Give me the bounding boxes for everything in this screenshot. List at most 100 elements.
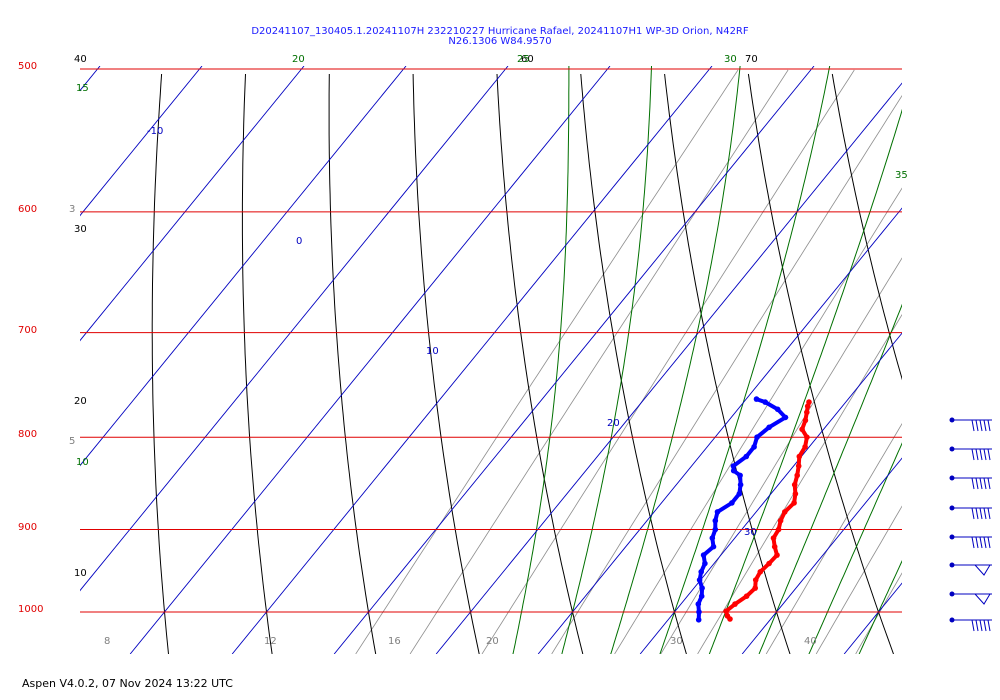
dry-adiabat-label: 20	[74, 396, 87, 407]
isotherm-line	[80, 66, 407, 467]
wind-barb-tick	[971, 619, 975, 632]
pressure-label: 900	[18, 522, 37, 533]
wind-barb-tick	[975, 448, 979, 461]
temperature-profile-point	[723, 608, 729, 614]
wind-barb-tick	[987, 419, 991, 432]
temperature-profile-point	[771, 543, 778, 550]
wind-barb-tick	[983, 507, 987, 520]
isotherm-line	[333, 66, 815, 654]
dry-adiabat-line	[747, 73, 894, 654]
dry-adiabat-label: 30	[74, 224, 87, 235]
pressure-label: 600	[18, 204, 37, 215]
dry-adiabat-line	[151, 73, 169, 654]
bottom-axis-label: 8	[104, 636, 110, 647]
moist-adiabat-line	[708, 108, 902, 654]
dewpoint-profile-point	[709, 535, 716, 541]
temperature-profile-point	[799, 426, 805, 433]
dry-adiabat-line	[328, 73, 377, 654]
temperature-profile-point	[804, 434, 810, 441]
isotherm-line	[537, 207, 902, 654]
pressure-label: 800	[18, 429, 37, 440]
dewpoint-profile-point	[737, 481, 744, 488]
mixing-ratio-line	[765, 423, 902, 654]
temperature-profile-point	[770, 535, 777, 541]
temperature-profile-point	[777, 517, 784, 524]
isotherm-line	[741, 457, 902, 654]
dewpoint-profile-point	[730, 467, 737, 474]
wind-barb	[949, 591, 992, 605]
moist-adiabat-line	[512, 66, 570, 654]
moist-adiabat-line	[561, 66, 653, 654]
footer-version-timestamp: Aspen V4.0.2, 07 Nov 2024 13:22 UTC	[22, 677, 233, 690]
wind-barb-tick	[983, 477, 987, 490]
isotherm-label: 30	[744, 527, 757, 538]
wind-barb-tick	[971, 477, 975, 490]
dry-adiabat-line	[496, 73, 584, 654]
dewpoint-profile-point	[695, 601, 702, 607]
temperature-profile-point	[804, 409, 810, 416]
isotherm-label: 20	[607, 418, 620, 429]
dewpoint-profile-point	[699, 585, 705, 591]
isotherm-line	[435, 82, 902, 654]
pressure-label: 1000	[18, 604, 43, 615]
bottom-axis-label: 12	[264, 636, 277, 647]
wind-barb	[949, 475, 992, 490]
temperature-profile-point	[794, 472, 800, 479]
temperature-profile-point	[802, 417, 809, 424]
isotherm-line	[80, 66, 101, 92]
moist-adiabat-line	[858, 560, 902, 654]
dry-adiabat-label: 10	[74, 568, 87, 579]
temperature-profile-point	[743, 593, 750, 599]
dewpoint-profile-point	[700, 552, 707, 558]
isotherm-line	[80, 66, 305, 342]
isotherm-line	[129, 66, 611, 654]
temperature-profile-point	[806, 399, 812, 405]
mixing-ratio-line	[409, 69, 789, 654]
temperature-profile-point	[774, 552, 780, 558]
mixing-ratio-line	[697, 313, 902, 654]
wind-barb-tick	[971, 419, 975, 432]
dry-adiabat-line	[412, 73, 480, 654]
bottom-axis-label: 16	[388, 636, 401, 647]
dry-adiabat-line	[916, 74, 1000, 654]
temperature-profile-point	[752, 577, 759, 583]
mixing-ratio-line	[355, 69, 739, 654]
wind-barb-tick	[975, 419, 979, 432]
dry-adiabat-line	[580, 73, 687, 654]
wind-barb-tick	[975, 536, 979, 549]
dewpoint-profile-point	[736, 491, 743, 497]
dewpoint-profile-point	[710, 543, 717, 550]
mixing-ratio-line	[815, 505, 902, 654]
mixing-ratio-label: 3	[69, 204, 75, 215]
wind-barb-tick	[979, 507, 983, 520]
dewpoint-profile-point	[730, 463, 737, 469]
moist-adiabat-line	[610, 66, 741, 654]
dewpoint-profile-point	[698, 593, 705, 599]
dewpoint-profile-point	[702, 560, 708, 567]
temperature-profile-point	[791, 500, 797, 506]
wind-barb-tick	[987, 536, 991, 549]
isotherm-label: 0	[296, 236, 302, 247]
wind-barb-tick	[983, 619, 987, 632]
temperature-profile-point	[724, 613, 731, 619]
wind-barb-tick	[979, 448, 983, 461]
wind-barb	[949, 446, 992, 461]
moist-adiabat-label: 15	[76, 83, 89, 94]
temperature-profile-point	[757, 569, 764, 575]
pressure-label: 700	[18, 325, 37, 336]
mixing-ratio-line	[551, 94, 902, 654]
temperature-profile-point	[732, 601, 738, 607]
wind-barb-pennant	[973, 593, 991, 605]
dewpoint-profile-point	[698, 569, 704, 575]
wind-barb-tick	[975, 477, 979, 490]
dry-adiabat-line	[241, 73, 273, 654]
wind-barb	[949, 417, 992, 432]
chart-title: D20241107_130405.1.20241107H 232210227 H…	[251, 26, 749, 37]
wind-barb-tick	[971, 536, 975, 549]
dewpoint-profile-point	[762, 399, 768, 405]
dewpoint-profile-point	[712, 526, 719, 533]
dry-adiabat-line	[664, 73, 791, 654]
isotherm-line	[639, 332, 902, 654]
dewpoint-profile-point	[729, 500, 735, 506]
